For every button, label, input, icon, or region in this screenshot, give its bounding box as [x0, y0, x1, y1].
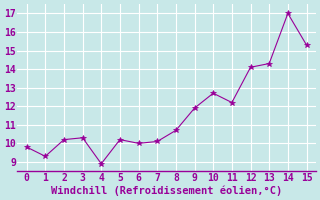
X-axis label: Windchill (Refroidissement éolien,°C): Windchill (Refroidissement éolien,°C) — [51, 185, 282, 196]
